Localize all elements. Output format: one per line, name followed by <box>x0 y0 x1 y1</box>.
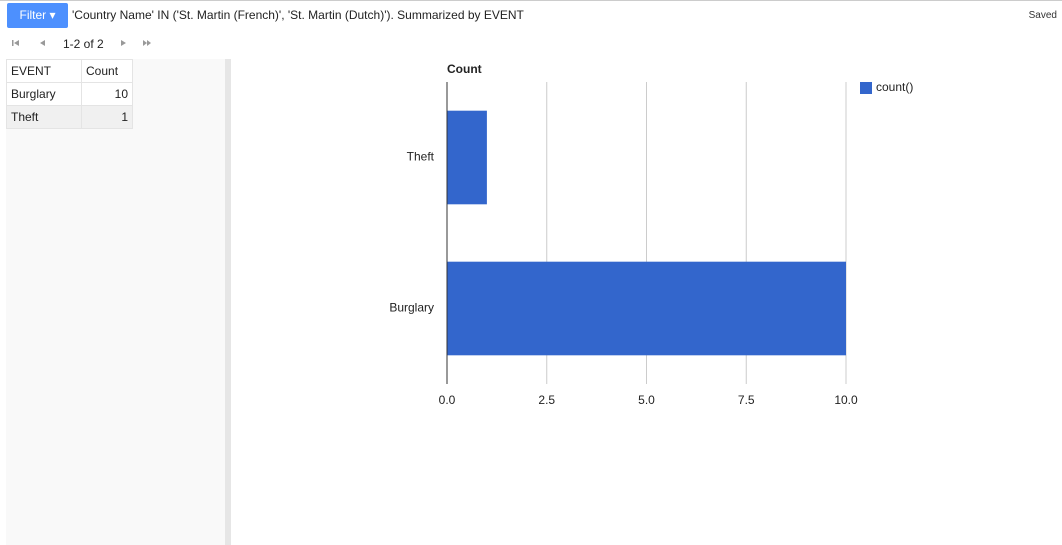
x-tick-label: 10.0 <box>834 393 858 407</box>
cell: 10 <box>81 82 133 106</box>
page-range: 1-2 of 2 <box>63 37 104 51</box>
x-tick-label: 5.0 <box>638 393 655 407</box>
y-tick-label: Theft <box>407 150 435 164</box>
x-tick-label: 0.0 <box>439 393 456 407</box>
next-page[interactable] <box>121 40 126 46</box>
bar <box>447 110 487 205</box>
pagination-icons <box>12 40 151 46</box>
chart: Count 0.0 2.5 5.0 7.5 10.0 Theft Burglary count… <box>389 62 913 407</box>
filter-label: Filter <box>19 8 47 22</box>
legend-swatch <box>860 82 872 94</box>
column-header[interactable]: EVENT <box>6 59 82 83</box>
column-header[interactable]: Count <box>81 59 133 83</box>
y-tick-label: Burglary <box>389 301 434 315</box>
prev-page[interactable] <box>40 40 45 46</box>
bar <box>447 261 846 356</box>
x-tick-label: 2.5 <box>538 393 555 407</box>
filter-text: 'Country Name' IN ('St. Martin (French)'… <box>72 8 524 22</box>
left-pane <box>6 59 225 545</box>
last-page[interactable] <box>143 40 147 46</box>
last-page-arrow[interactable] <box>147 40 151 46</box>
top-border <box>0 0 1062 1</box>
cell: Theft <box>6 105 82 129</box>
cell: Burglary <box>6 82 82 106</box>
first-page[interactable] <box>12 40 14 46</box>
save-status: Saved <box>1028 10 1057 21</box>
data-table: EVENT Count Burglary 10 Theft 1 <box>6 59 133 129</box>
splitter[interactable] <box>225 59 231 545</box>
x-tick-label: 7.5 <box>738 393 755 407</box>
chart-title: Count <box>447 62 482 76</box>
filter-button[interactable]: Filter ▾ <box>7 3 68 28</box>
cell: 1 <box>81 105 133 129</box>
legend-label: count() <box>876 80 913 94</box>
first-page-arrow[interactable] <box>14 40 19 46</box>
